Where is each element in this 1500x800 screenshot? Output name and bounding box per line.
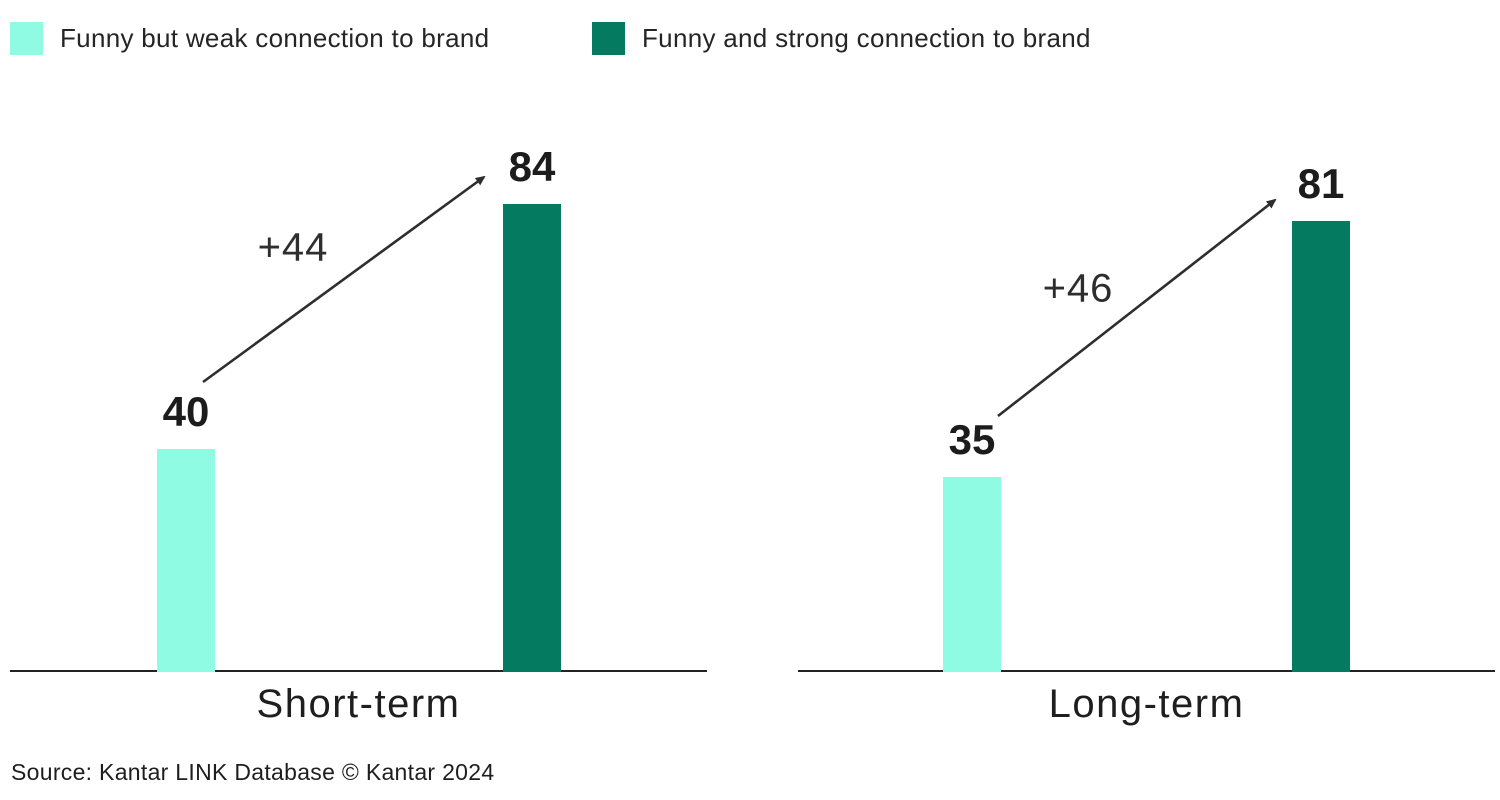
trend-arrow-icon [997,198,1277,418]
bar-strong-short-term [503,204,561,672]
x-axis-short-term [10,670,707,672]
bar-value-label: 35 [948,416,996,463]
bar-weak-short-term [157,449,215,672]
bar-strong-long-term [1292,221,1350,672]
category-label-short-term: Short-term [256,682,461,726]
bar-group-weak-long-term: 35 [943,419,1001,672]
trend-arrow-icon [202,175,486,384]
delta-label: +46 [1042,266,1114,311]
bar-group-weak-short-term: 40 [157,391,215,672]
bar-value-label: 81 [1297,160,1345,207]
panel-long-term: +46 35 81 Long-term [798,130,1495,726]
panel-short-term: +44 40 84 Short-term [10,130,707,726]
bar-value-label: 40 [162,388,210,435]
legend-label-weak: Funny but weak connection to brand [60,23,490,53]
bar-group-strong-short-term: 84 [503,146,561,672]
bar-value-label: 84 [508,143,556,190]
x-axis-long-term [798,670,1495,672]
legend-swatch-weak-icon [10,22,43,55]
category-label-long-term: Long-term [1048,682,1245,726]
bar-weak-long-term [943,477,1001,672]
legend-item-strong: Funny and strong connection to brand [592,22,1091,55]
legend-swatch-strong-icon [592,22,625,55]
legend-item-weak: Funny but weak connection to brand [10,22,489,55]
legend-label-strong: Funny and strong connection to brand [642,23,1091,53]
delta-label: +44 [257,225,329,270]
bar-group-strong-long-term: 81 [1292,163,1350,672]
source-note: Source: Kantar LINK Database © Kantar 20… [11,759,495,785]
